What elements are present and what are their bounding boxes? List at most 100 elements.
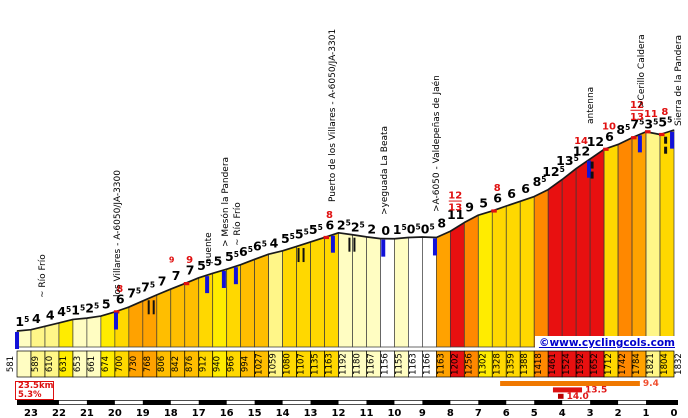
elevation-value: 674 xyxy=(101,356,111,372)
landmark-tick xyxy=(587,160,592,178)
elevation-value: 589 xyxy=(31,356,41,372)
axis-km-label: 20 xyxy=(108,408,122,418)
profile-line xyxy=(16,129,675,332)
elevation-value: 1821 xyxy=(646,353,656,375)
landmark-label: >A-6050 - Valdepeñas de Jaén xyxy=(431,75,442,212)
axis-km-label: 2 xyxy=(615,408,622,418)
axis-km-label: 3 xyxy=(587,408,594,418)
steepest-section-label: 9.4 xyxy=(643,379,659,389)
max-gradient-label: 8 xyxy=(116,284,123,295)
axis-km-label: 12 xyxy=(332,408,346,418)
max-gradient-label: 12 xyxy=(630,100,644,111)
steepest-section-bar xyxy=(557,393,564,399)
climb-total-distance: 23.5km xyxy=(18,381,54,391)
gradient-label: 125 xyxy=(542,164,565,179)
elevation-value: 1107 xyxy=(297,353,307,375)
gradient-label: 15 xyxy=(71,303,85,318)
gradient-label: 5 xyxy=(102,296,111,311)
axis-km-label: 11 xyxy=(360,408,374,418)
gradient-label: 12 xyxy=(587,134,604,149)
gradient-bar xyxy=(449,221,465,348)
elevation-value: 1592 xyxy=(576,353,586,375)
gradient-bar xyxy=(366,236,381,348)
elevation-value: 994 xyxy=(241,356,251,372)
gradient-label: 75 xyxy=(141,279,155,294)
gradient-bar xyxy=(659,129,675,348)
gradient-label: 25 xyxy=(85,301,99,316)
elevation-value: 1080 xyxy=(283,353,293,375)
gradient-label: 0 xyxy=(381,223,390,238)
max-gradient-label: 8 xyxy=(326,210,333,221)
elevation-value: 806 xyxy=(157,356,167,372)
elevation-value: 1163 xyxy=(325,353,335,375)
gradient-label: 25 xyxy=(337,217,351,232)
gradient-bar xyxy=(561,167,577,348)
gradient-bar xyxy=(72,317,88,348)
landmark-label: ~ Río Frío xyxy=(233,202,243,246)
max-gradient-label: 9 xyxy=(169,256,175,265)
gradient-label: 11 xyxy=(447,207,464,222)
landmark-tick xyxy=(233,267,238,285)
hairpin-mark xyxy=(664,136,668,144)
ruler-white-segment xyxy=(394,400,423,405)
elevation-value: 1388 xyxy=(520,353,530,375)
elevation-value: 610 xyxy=(45,356,55,372)
gradient-label: 7 xyxy=(186,262,195,277)
elevation-value: 912 xyxy=(199,356,209,372)
gradient-bar xyxy=(575,158,591,348)
gradient-bar xyxy=(603,143,619,348)
elevation-value: 1712 xyxy=(604,353,614,375)
elevation-value: 1461 xyxy=(548,353,558,375)
gradient-label: 6 xyxy=(116,292,125,307)
max-gradient-label: 8 xyxy=(661,107,668,118)
hairpin-mark xyxy=(147,300,150,315)
gradient-bar xyxy=(408,236,423,348)
gradient-label: 4 xyxy=(32,311,41,326)
hairpin-mark xyxy=(664,146,668,154)
hairpin-mark xyxy=(353,237,356,252)
ruler-white-segment xyxy=(114,400,143,405)
landmark-label: >yeguada La Beata xyxy=(380,126,390,215)
distance-ruler xyxy=(17,400,678,405)
elevation-value: 1156 xyxy=(380,353,390,375)
axis-km-label: 18 xyxy=(164,408,178,418)
elevation-value: 842 xyxy=(171,356,181,372)
elevation-value: 1784 xyxy=(632,353,642,375)
elevation-value: 730 xyxy=(129,356,139,372)
axis-km-label: 4 xyxy=(559,408,566,418)
steepest-section-bar xyxy=(500,381,640,386)
elevation-values: 581 589 610 631 653 661 674 700 730 768 806 842 876 9… xyxy=(6,353,684,375)
elevation-value: 1059 xyxy=(269,353,279,375)
axis-km-label: 15 xyxy=(248,408,262,418)
gradient-label: 25 xyxy=(351,219,365,234)
gradient-bar xyxy=(240,258,255,348)
axis-km-label: 9 xyxy=(419,408,426,418)
gradient-label: 75 xyxy=(127,285,141,300)
axis-km-label: 5 xyxy=(531,408,538,418)
elevation-value: 1192 xyxy=(339,353,349,375)
axis-km-label: 21 xyxy=(80,408,94,418)
gradient-bar xyxy=(170,283,186,348)
gradient-label: 85 xyxy=(616,122,630,137)
elevation-value: 700 xyxy=(115,356,125,372)
cyclingcols-watermark-link[interactable]: ©www.cyclingcols.com xyxy=(534,336,677,350)
max-gradient-dot xyxy=(645,130,651,134)
gradient-bar xyxy=(547,178,563,348)
elevation-value: 1804 xyxy=(660,353,670,375)
gradient-label: 55 xyxy=(309,222,323,237)
axis-km-label: 1 xyxy=(643,408,650,418)
gradient-bar xyxy=(617,137,633,348)
elevation-value: 940 xyxy=(213,356,223,372)
gradient-bar xyxy=(310,237,325,348)
steepest-sections: 9.4 13.514.0 xyxy=(500,379,659,402)
gradient-label: 8 xyxy=(437,216,446,231)
axis-km-label: 16 xyxy=(220,408,234,418)
gradient-label: 55 xyxy=(281,231,295,246)
max-gradient-label: 13 xyxy=(630,112,644,123)
elevation-value: 1166 xyxy=(422,353,432,375)
elevation-value: 876 xyxy=(185,356,195,372)
elevation-value: 1027 xyxy=(255,353,265,375)
gradient-bar xyxy=(86,315,102,348)
axis-km-label: 10 xyxy=(387,408,401,418)
